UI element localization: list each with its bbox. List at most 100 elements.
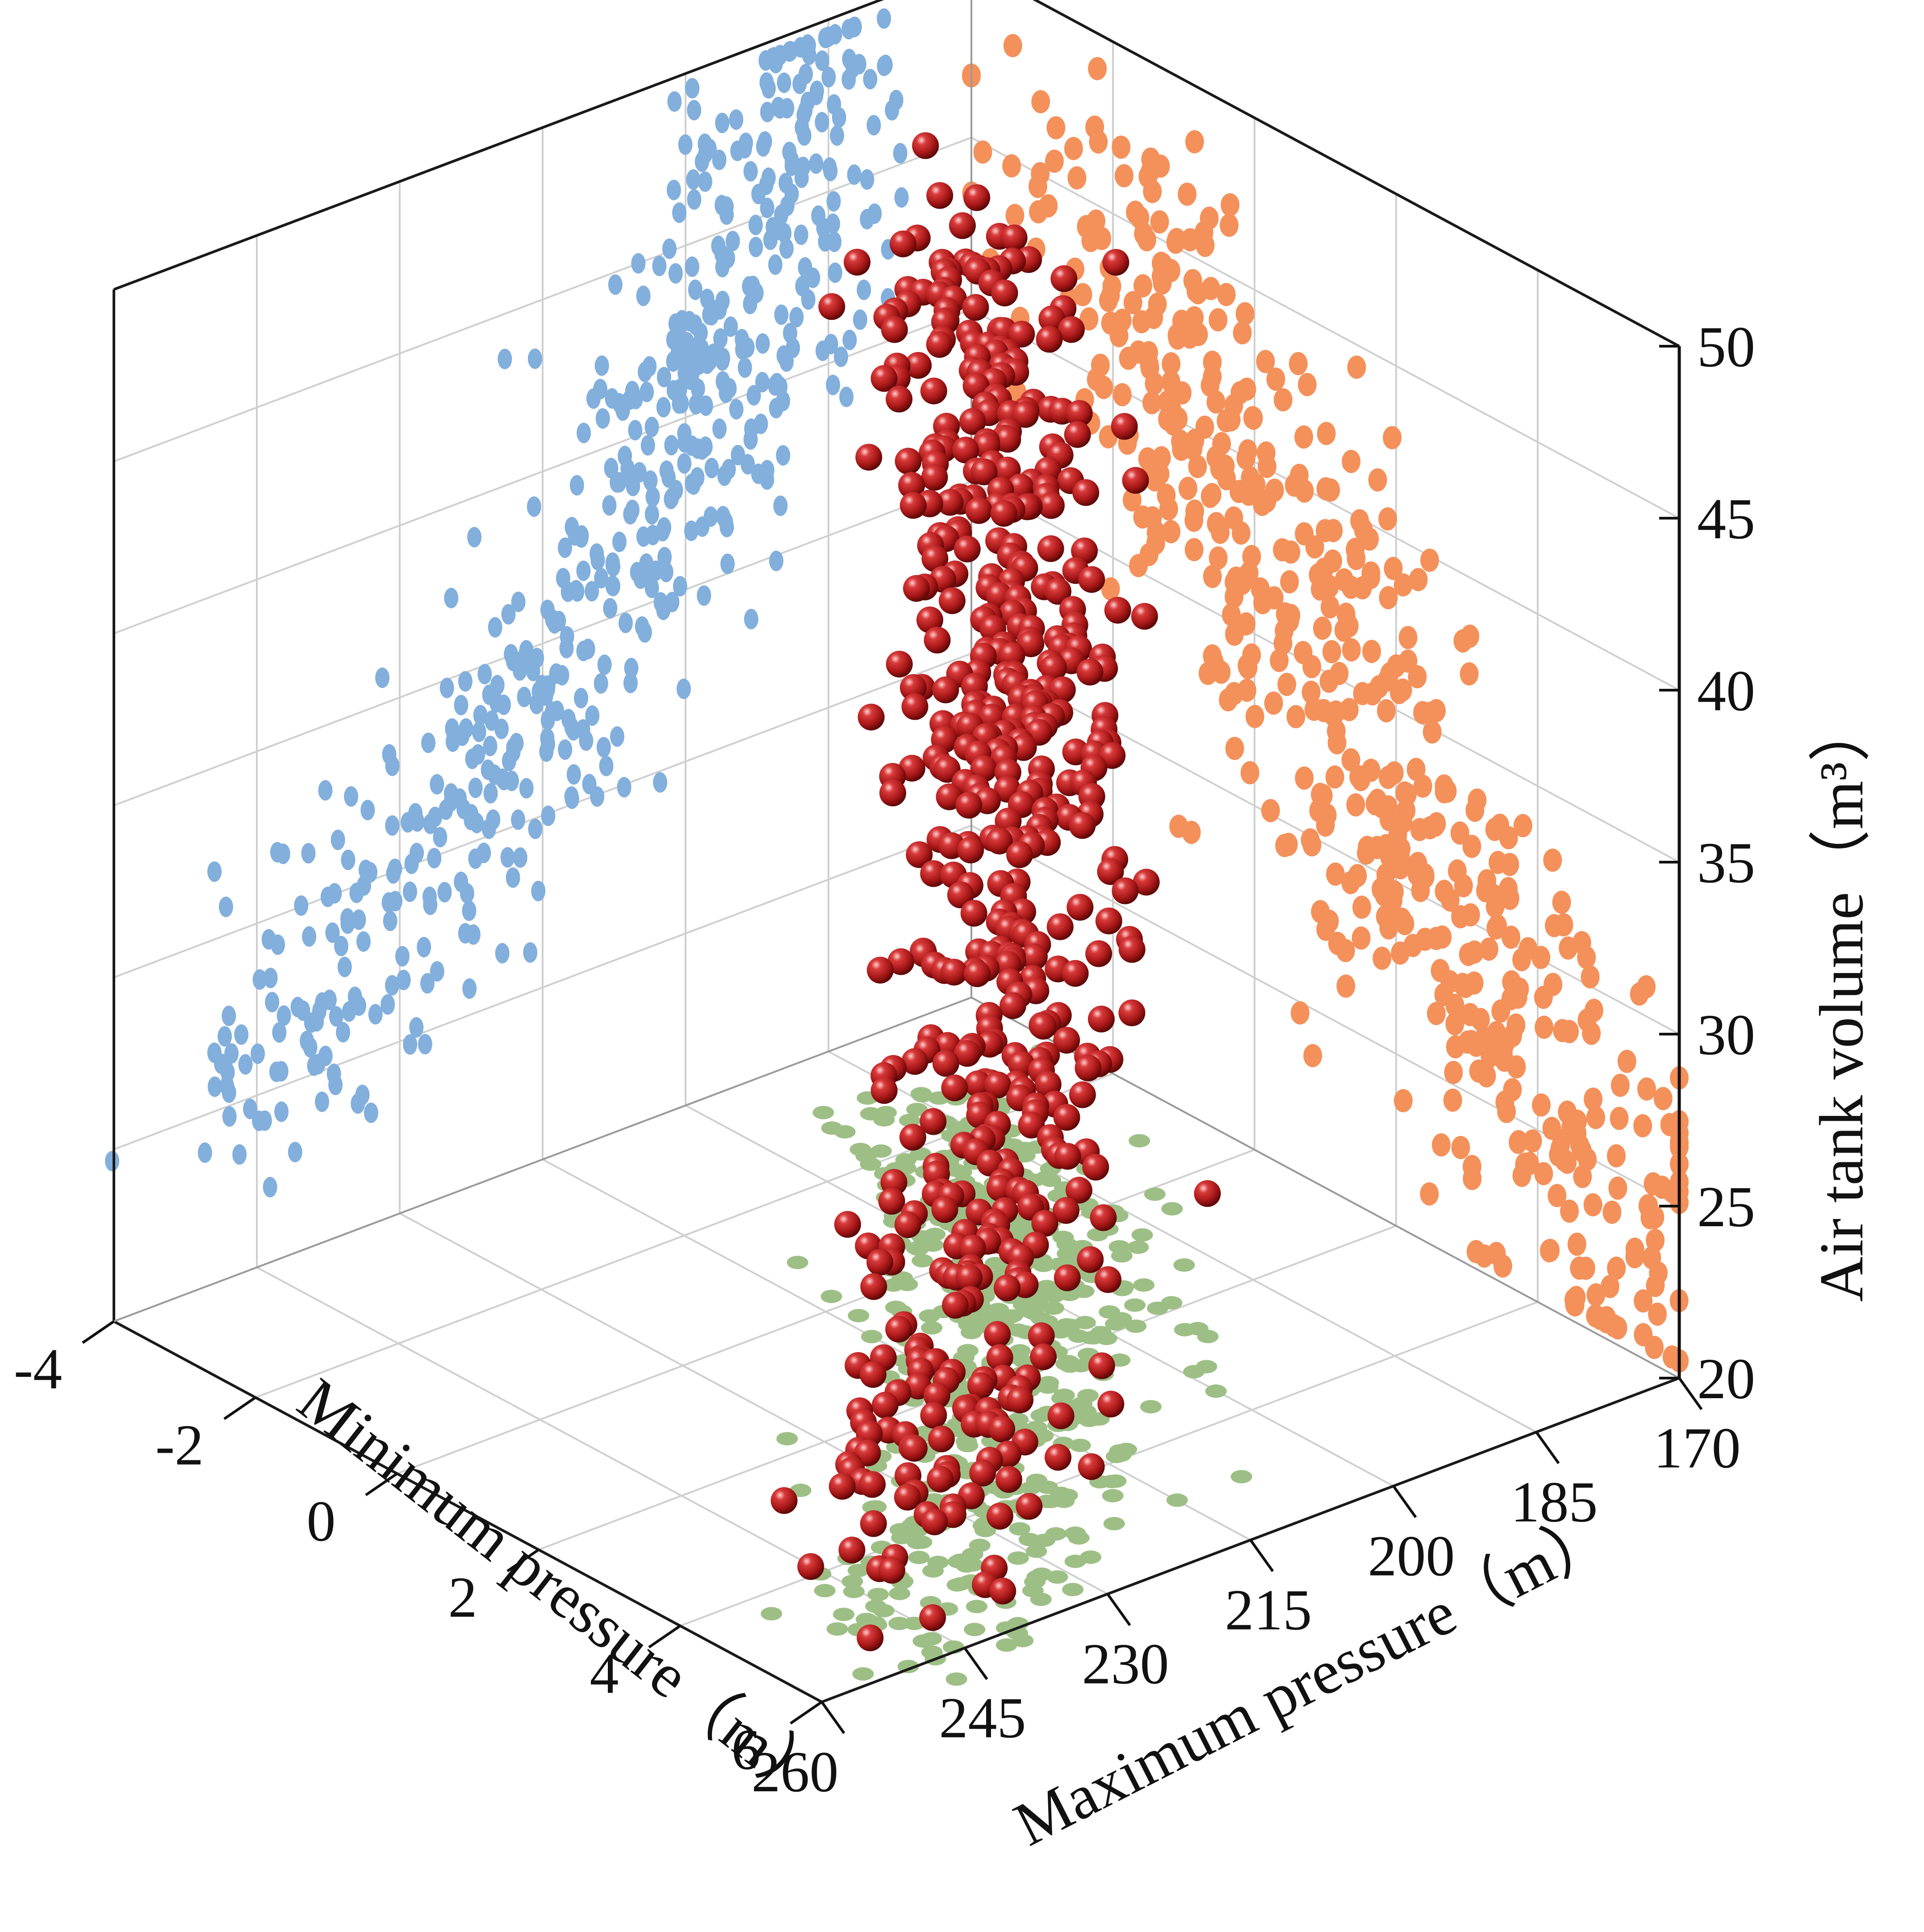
- wall-right-point: [664, 435, 679, 456]
- wall-left-point: [1342, 450, 1361, 473]
- floor-point: [1144, 1187, 1166, 1201]
- wall-left-point: [1479, 937, 1498, 961]
- wall-right-point: [673, 576, 687, 597]
- wall-right-point: [690, 378, 705, 399]
- wall-left-point: [1162, 352, 1181, 376]
- wall-right-point: [318, 780, 333, 801]
- wall-right-point: [695, 516, 710, 537]
- wall-right-point: [596, 737, 611, 758]
- wall-right-point: [799, 63, 813, 84]
- wall-left-point: [1122, 488, 1142, 511]
- wall-right-point: [462, 900, 477, 921]
- wall-right-point: [785, 150, 799, 171]
- floor-point: [899, 1114, 920, 1127]
- wall-right-point: [773, 495, 788, 516]
- x-tick-label: 2: [448, 1565, 477, 1630]
- wall-right-point: [717, 465, 732, 486]
- wall-left-point: [1583, 1193, 1602, 1217]
- wall-right-point: [558, 537, 572, 558]
- wall-right-point: [458, 671, 473, 692]
- wall-left-point: [1506, 1013, 1526, 1037]
- wall-right-point: [500, 847, 515, 868]
- wall-right-point: [640, 381, 654, 402]
- wall-right-point: [467, 527, 482, 548]
- wall-left-point: [1383, 426, 1402, 449]
- solution-point: [1118, 999, 1146, 1027]
- wall-right-point: [481, 759, 495, 780]
- wall-right-point: [574, 687, 588, 708]
- floor-point: [1025, 1544, 1047, 1558]
- wall-left-point: [1433, 925, 1452, 949]
- wall-right-point: [612, 532, 627, 552]
- solution-point: [919, 1604, 946, 1631]
- wall-left-point: [1368, 468, 1387, 492]
- wall-left-point: [1288, 352, 1308, 375]
- wall-left-point: [1295, 766, 1314, 790]
- wall-left-point: [1482, 1034, 1501, 1057]
- solution-point: [965, 497, 992, 524]
- wall-right-point: [656, 397, 671, 418]
- wall-left-point: [1573, 1165, 1592, 1188]
- wall-left-point: [1642, 1246, 1661, 1270]
- solution-point: [894, 1211, 921, 1238]
- wall-left-point: [1178, 182, 1197, 206]
- wall-right-point: [755, 372, 770, 393]
- wall-left-point: [1294, 425, 1313, 449]
- wall-left-point: [1273, 388, 1292, 411]
- wall-right-point: [672, 202, 686, 223]
- wall-right-point: [796, 156, 811, 177]
- wall-left-point: [1406, 758, 1426, 781]
- y-tick-label: 185: [1511, 1470, 1598, 1534]
- wall-right-point: [826, 191, 841, 212]
- floor-point: [1124, 1298, 1146, 1312]
- solution-point: [890, 230, 916, 257]
- wall-left-point: [1172, 381, 1192, 405]
- floor-point: [1161, 1202, 1183, 1215]
- wall-right-point: [789, 307, 804, 327]
- floor-point: [1166, 1493, 1188, 1507]
- solution-point: [921, 545, 949, 572]
- wall-right-point: [704, 305, 719, 326]
- wall-left-point: [1607, 1144, 1626, 1168]
- wall-left-point: [1325, 765, 1344, 789]
- wall-right-point: [666, 180, 681, 201]
- y-tick: [1678, 1377, 1703, 1410]
- solution-point: [920, 1108, 947, 1135]
- wall-left-point: [1509, 1130, 1528, 1153]
- floor-point: [957, 1439, 979, 1453]
- wall-left-point: [1408, 851, 1427, 875]
- wall-left-point: [1256, 350, 1275, 373]
- floor-point: [883, 1278, 904, 1292]
- floor-point: [891, 1531, 913, 1545]
- solution-point: [921, 1508, 948, 1535]
- wall-left-point: [1113, 383, 1132, 407]
- wall-left-point: [1561, 1115, 1581, 1139]
- wall-left-point: [1114, 164, 1133, 188]
- solution-point: [991, 279, 1018, 306]
- wall-left-point: [1347, 356, 1366, 379]
- wall-right-point: [618, 445, 632, 466]
- wall-right-point: [261, 929, 276, 950]
- solution-point: [1064, 421, 1091, 448]
- solution-point: [956, 1264, 983, 1291]
- wall-right-point: [307, 1055, 322, 1076]
- y-tick: [1392, 1485, 1417, 1518]
- solution-point: [871, 1391, 899, 1419]
- floor-point: [908, 1551, 930, 1564]
- wall-right-point: [559, 637, 574, 658]
- wall-left-point: [1196, 234, 1215, 257]
- wall-right-point: [232, 1144, 247, 1165]
- wall-right-point: [383, 910, 397, 931]
- wall-right-point: [830, 125, 845, 146]
- wall-right-point: [867, 203, 882, 224]
- wall-right-point: [344, 786, 359, 807]
- wall-left-point: [1141, 147, 1160, 171]
- wall-right-point: [437, 882, 452, 903]
- solution-point: [949, 212, 976, 239]
- solution-point: [838, 1536, 866, 1563]
- wall-right-point: [506, 867, 520, 888]
- floor-point: [1102, 1489, 1124, 1503]
- wall-right-point: [678, 134, 693, 155]
- wall-right-point: [462, 978, 477, 999]
